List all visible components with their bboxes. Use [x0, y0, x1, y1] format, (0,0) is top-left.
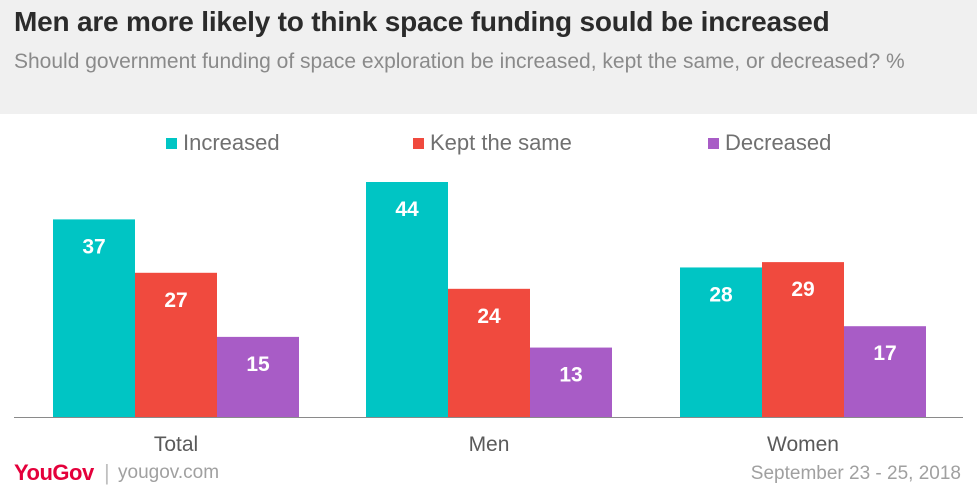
- bar-total-increased: [53, 219, 135, 417]
- yougov-logo: YouGov: [14, 460, 94, 485]
- x-tick-label-women: Women: [767, 433, 839, 456]
- data-label-men-increased: 44: [395, 198, 419, 221]
- legend-item-decreased: Decreased: [708, 130, 831, 156]
- legend-label-increased: Increased: [183, 130, 280, 155]
- legend-swatch-kept-the-same: [413, 137, 424, 149]
- chart-subtitle: Should government funding of space explo…: [14, 50, 905, 73]
- footer-date: September 23 - 25, 2018: [750, 463, 961, 484]
- legend-label-decreased: Decreased: [725, 130, 832, 155]
- bar-men-increased: [366, 182, 448, 417]
- bar-women-kept-the-same: [762, 262, 844, 417]
- legend: Increased Kept the same Decreased: [0, 130, 977, 160]
- header-panel: Men are more likely to think space fundi…: [0, 0, 977, 114]
- legend-swatch-decreased: [708, 137, 719, 149]
- data-label-total-decreased: 15: [246, 353, 270, 376]
- legend-label-kept-the-same: Kept the same: [430, 130, 572, 155]
- data-label-men-decreased: 13: [559, 364, 582, 387]
- bar-total-kept-the-same: [135, 272, 217, 417]
- data-label-women-increased: 28: [709, 283, 733, 306]
- x-tick-label-men: Men: [469, 433, 510, 456]
- legend-swatch-increased: [166, 137, 177, 149]
- data-label-total-kept-the-same: 27: [164, 289, 187, 312]
- bar-women-decreased: [844, 326, 926, 417]
- x-tick-label-total: Total: [154, 433, 198, 456]
- bar-men-kept-the-same: [448, 288, 530, 417]
- data-label-total-increased: 37: [82, 235, 105, 258]
- legend-item-kept-the-same: Kept the same: [413, 130, 572, 156]
- footer-separator: |: [104, 460, 110, 485]
- data-label-men-kept-the-same: 24: [477, 305, 501, 328]
- data-label-women-decreased: 17: [873, 342, 896, 365]
- legend-item-increased: Increased: [166, 130, 280, 156]
- chart-title: Men are more likely to think space fundi…: [14, 6, 830, 37]
- bar-total-decreased: [217, 336, 299, 417]
- footer-url: yougov.com: [118, 462, 220, 483]
- data-label-women-kept-the-same: 29: [791, 278, 814, 301]
- bar-women-increased: [680, 267, 762, 417]
- bar-men-decreased: [530, 347, 612, 417]
